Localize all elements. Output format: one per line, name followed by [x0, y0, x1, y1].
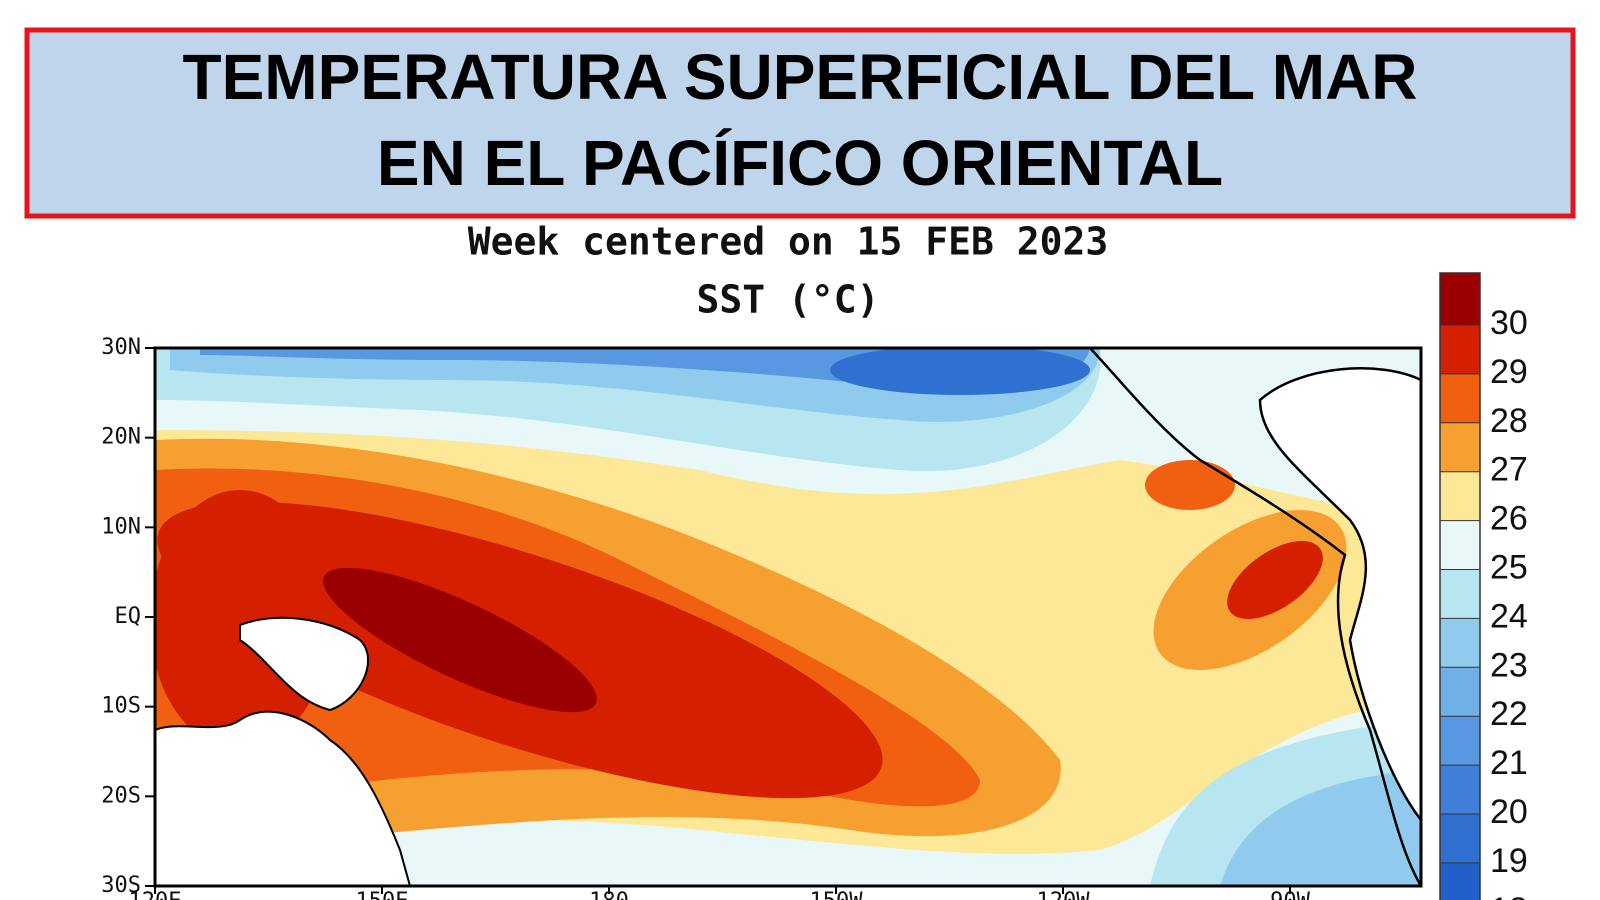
- lat-tick-label: 20S: [101, 783, 141, 808]
- colorbar-label: 18: [1490, 891, 1528, 900]
- colorbar-band: [1440, 471, 1480, 521]
- colorbar-label: 26: [1490, 500, 1528, 538]
- colorbar-label: 22: [1490, 695, 1528, 733]
- colorbar-label: 24: [1490, 597, 1528, 635]
- colorbar-label: 21: [1490, 744, 1528, 782]
- lat-tick-label: EQ: [115, 604, 142, 629]
- colorbar-band: [1440, 373, 1480, 423]
- lat-tick-label: 10S: [101, 694, 141, 719]
- colorbar-band: [1440, 520, 1480, 570]
- colorbar-band: [1440, 716, 1480, 766]
- colorbar-band: [1440, 325, 1480, 374]
- colorbar-label: 19: [1490, 842, 1528, 880]
- lon-tick-label: 150W: [810, 889, 864, 900]
- map-variable: SST (°C): [696, 278, 879, 322]
- colorbar-band: [1440, 618, 1480, 668]
- colorbar-label: 23: [1490, 646, 1528, 684]
- lat-tick-label: 30N: [101, 335, 141, 360]
- lon-tick-label: 180: [589, 889, 629, 900]
- lon-tick-label: 90W: [1270, 889, 1310, 900]
- title-line: TEMPERATURA SUPERFICIAL DEL MAR: [183, 41, 1418, 113]
- colorbar-label: 27: [1490, 451, 1528, 489]
- colorbar-band: [1440, 273, 1480, 325]
- lat-tick-label: 30S: [101, 873, 141, 898]
- colorbar-frame: [1439, 272, 1481, 900]
- lon-tick-label: 120W: [1037, 889, 1091, 900]
- sst-field: [155, 348, 1421, 886]
- colorbar-label: 28: [1490, 402, 1528, 440]
- colorbar-band: [1440, 569, 1480, 619]
- colorbar-band: [1440, 667, 1480, 717]
- colorbar-band: [1440, 422, 1480, 472]
- lat-tick-label: 20N: [101, 425, 141, 450]
- colorbar-label: 30: [1490, 304, 1528, 342]
- lon-tick-label: 150E: [356, 889, 409, 900]
- colorbar-band: [1440, 765, 1480, 814]
- colorbar-label: 20: [1490, 793, 1528, 831]
- colorbar-label: 29: [1490, 353, 1528, 391]
- title-box: [24, 27, 1576, 219]
- map-subtitle: Week centered on 15 FEB 2023: [468, 220, 1109, 264]
- lon-tick-label: 120E: [129, 889, 182, 900]
- colorbar-band: [1440, 862, 1480, 900]
- colorbar-label: 25: [1490, 548, 1528, 586]
- title-line: EN EL PACÍFICO ORIENTAL: [377, 127, 1223, 199]
- colorbar-band: [1440, 814, 1480, 863]
- lat-tick-label: 10N: [101, 514, 141, 539]
